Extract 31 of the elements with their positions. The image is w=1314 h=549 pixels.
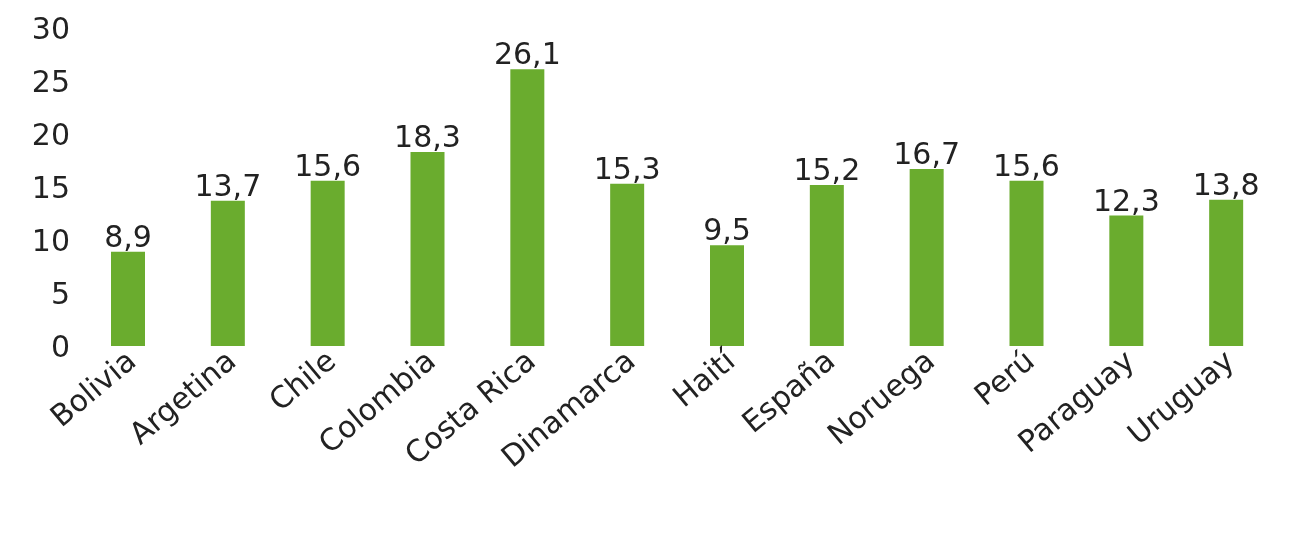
data-label: 12,3 <box>1092 182 1160 218</box>
bar <box>410 152 445 346</box>
bar <box>909 168 944 346</box>
bar <box>310 180 345 346</box>
y-tick-label: 20 <box>31 116 70 152</box>
bar <box>610 183 645 346</box>
data-label: 15,3 <box>593 150 661 186</box>
data-label: 15,2 <box>793 151 861 187</box>
data-label: 13,7 <box>194 167 262 203</box>
y-tick-label: 5 <box>50 275 70 311</box>
bar <box>1109 215 1144 346</box>
data-label: 16,7 <box>893 135 961 171</box>
bar <box>1009 180 1044 346</box>
data-label: 13,8 <box>1192 166 1260 202</box>
data-label: 9,5 <box>703 212 751 248</box>
data-label: 8,9 <box>104 218 152 254</box>
data-label: 18,3 <box>394 119 461 155</box>
bar <box>210 200 245 346</box>
y-tick-label: 25 <box>31 63 70 99</box>
y-tick-label: 15 <box>31 169 70 205</box>
bar <box>809 184 844 346</box>
data-label: 15,6 <box>993 147 1060 183</box>
data-label: 26,1 <box>493 36 561 72</box>
bar <box>510 69 545 346</box>
y-tick-label: 0 <box>50 328 70 364</box>
bar <box>111 251 145 346</box>
bar <box>710 245 744 346</box>
bar <box>1209 199 1244 346</box>
y-tick-label: 10 <box>31 222 70 258</box>
y-tick-label: 30 <box>31 10 70 46</box>
data-label: 15,6 <box>294 147 362 183</box>
